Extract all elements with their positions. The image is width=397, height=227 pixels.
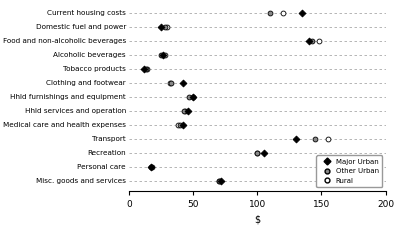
X-axis label: $: $ [254,214,260,224]
Rural [162,53,168,57]
Other Urban [309,39,316,42]
Major Urban [218,179,224,183]
Rural [280,11,286,14]
Other Urban [158,53,164,57]
Other Urban [181,109,187,113]
Other Urban [312,137,318,141]
Rural [190,95,196,99]
Rural [167,81,173,84]
Major Urban [293,137,299,141]
Other Urban [162,25,168,28]
Rural [174,123,181,127]
Major Urban [190,95,196,99]
Rural [216,179,222,183]
Other Urban [216,179,222,183]
Rural [164,25,170,28]
Major Urban [179,81,186,84]
Rural [254,151,260,155]
Major Urban [158,25,164,28]
Rural [316,39,322,42]
Rural [325,137,331,141]
Other Urban [186,95,192,99]
Other Urban [168,81,174,84]
Rural [144,67,150,71]
Other Urban [177,123,183,127]
Other Urban [254,151,260,155]
Major Urban [260,151,267,155]
Rural [182,109,189,113]
Major Urban [160,53,167,57]
Major Urban [179,123,186,127]
Major Urban [185,109,191,113]
Major Urban [141,67,147,71]
Other Urban [267,11,273,14]
Rural [149,165,155,169]
Other Urban [147,165,154,169]
Legend: Major Urban, Other Urban, Rural: Major Urban, Other Urban, Rural [316,155,382,187]
Major Urban [299,11,305,14]
Other Urban [143,67,149,71]
Major Urban [305,39,312,42]
Major Urban [147,165,154,169]
